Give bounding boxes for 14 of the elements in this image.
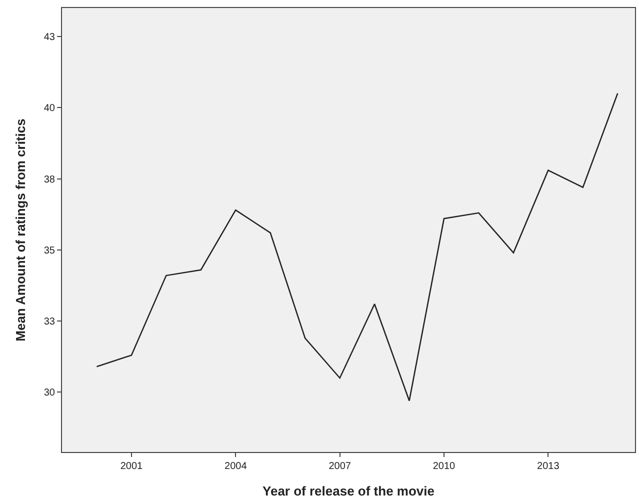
x-tick-label: 2001 bbox=[120, 461, 144, 472]
y-tick-label: 30 bbox=[44, 388, 56, 399]
x-tick-label: 2007 bbox=[328, 461, 352, 472]
y-tick-label: 43 bbox=[44, 32, 56, 43]
y-tick-label: 33 bbox=[44, 316, 56, 328]
x-tick-label: 2013 bbox=[537, 461, 560, 472]
y-tick-label: 38 bbox=[44, 174, 56, 186]
x-tick-label: 2004 bbox=[224, 461, 248, 472]
x-tick-label: 2010 bbox=[432, 461, 456, 472]
y-tick-label: 40 bbox=[44, 103, 56, 114]
line-series bbox=[96, 92, 618, 402]
y-axis-title: Mean Amount of ratings from critics bbox=[12, 118, 28, 342]
x-axis-title: Year of release of the movie bbox=[262, 484, 434, 499]
y-tick-label: 35 bbox=[44, 245, 56, 256]
